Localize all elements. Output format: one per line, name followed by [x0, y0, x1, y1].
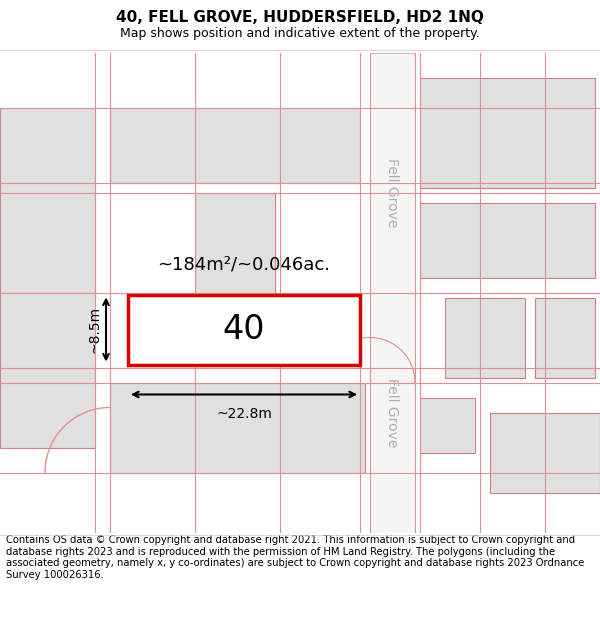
Text: Fell Grove: Fell Grove — [386, 378, 400, 448]
Text: ~8.5m: ~8.5m — [88, 306, 102, 353]
Bar — [370, 52, 415, 532]
Bar — [535, 298, 595, 378]
Bar — [445, 298, 525, 378]
Text: 40: 40 — [223, 313, 265, 346]
Text: Fell Grove: Fell Grove — [386, 158, 400, 227]
Text: ~184m²/~0.046ac.: ~184m²/~0.046ac. — [157, 256, 331, 274]
Bar — [420, 78, 595, 188]
Bar — [490, 412, 600, 492]
Bar — [110, 107, 360, 182]
Bar — [0, 107, 95, 448]
Bar — [110, 382, 365, 472]
Bar — [420, 202, 595, 278]
Bar — [195, 192, 275, 302]
Text: Map shows position and indicative extent of the property.: Map shows position and indicative extent… — [120, 27, 480, 40]
Bar — [420, 398, 475, 452]
Text: 40, FELL GROVE, HUDDERSFIELD, HD2 1NQ: 40, FELL GROVE, HUDDERSFIELD, HD2 1NQ — [116, 10, 484, 25]
Text: ~22.8m: ~22.8m — [216, 408, 272, 421]
Bar — [128, 294, 360, 364]
Text: Contains OS data © Crown copyright and database right 2021. This information is : Contains OS data © Crown copyright and d… — [6, 535, 584, 580]
